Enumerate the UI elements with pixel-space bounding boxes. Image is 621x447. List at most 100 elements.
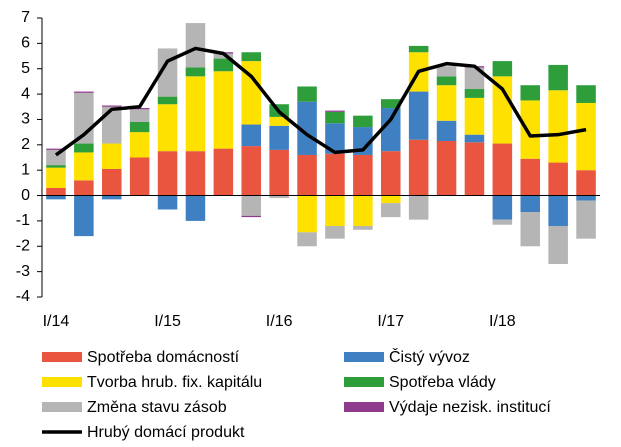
bar-segment: [576, 85, 596, 103]
bar-segment: [185, 76, 206, 152]
bar-segment: [492, 195, 513, 220]
y-tick-label: -4: [16, 288, 30, 305]
bar-segment: [101, 105, 122, 107]
bar-segment: [325, 111, 345, 124]
bar-segment: [129, 108, 150, 110]
bar-segment: [520, 158, 541, 196]
x-tick-label: I/15: [154, 313, 181, 330]
bar-segment: [157, 104, 178, 152]
bar-segment: [213, 58, 234, 72]
bar-segment: [492, 143, 513, 196]
bar-segment: [185, 151, 206, 196]
x-tick-label: I/16: [266, 313, 293, 330]
legend-swatch: [42, 352, 82, 362]
bar-segment: [46, 165, 66, 168]
x-tick-label: I/17: [377, 313, 404, 330]
bar-segment: [297, 232, 317, 247]
bar-segment: [576, 195, 596, 201]
bar-segment: [157, 195, 178, 210]
bar-segment: [185, 23, 206, 68]
bar-segment: [380, 203, 401, 218]
bar-segment: [436, 66, 457, 77]
bar-segment: [520, 100, 541, 159]
bar-segment: [213, 148, 234, 196]
x-tick-label: I/14: [43, 313, 70, 330]
bar-segment: [576, 170, 596, 196]
bar-segment: [101, 168, 122, 196]
bar-segment: [464, 142, 485, 196]
bar-segment: [408, 91, 429, 140]
bar-segment: [46, 195, 66, 200]
legend-label: Čistý vývoz: [389, 347, 470, 366]
bar-segment: [241, 124, 262, 147]
bar-segment: [157, 96, 178, 105]
bar-segment: [520, 212, 541, 247]
bar-segment: [325, 153, 345, 196]
y-tick-label: -3: [16, 263, 30, 280]
bar-segment: [325, 195, 345, 226]
bar-segment: [74, 180, 94, 196]
bar-segment: [520, 85, 541, 101]
bar-segment: [353, 154, 373, 196]
legend-swatch: [42, 402, 82, 412]
bar-segment: [74, 91, 94, 93]
bar-segment: [46, 149, 66, 166]
bar-segment: [492, 76, 513, 144]
y-tick-label: 2: [21, 136, 30, 153]
y-tick-label: 3: [21, 111, 30, 128]
y-tick-label: -1: [16, 212, 30, 229]
bar-segment: [241, 52, 262, 62]
bar-segment: [185, 67, 206, 77]
bar-segment: [297, 101, 317, 155]
legend-label: Tvorba hrub. fix. kapitálu: [87, 374, 262, 391]
bar-segment: [129, 132, 150, 158]
bar-segment: [157, 151, 178, 196]
bar-segment: [297, 195, 317, 233]
bar-segment: [380, 151, 401, 196]
bar-segment: [464, 67, 485, 90]
bar-segment: [241, 195, 262, 216]
bar-segment: [576, 102, 596, 171]
legend-label: Výdaje nezisk. institucí: [389, 399, 551, 416]
bar-segment: [325, 225, 345, 239]
legend-label: Spotřeba vlády: [389, 374, 496, 391]
bar-segment: [241, 146, 262, 196]
bar-segment: [46, 148, 66, 150]
bar-segment: [74, 143, 94, 153]
bar-segment: [269, 116, 289, 126]
y-tick-label: 0: [21, 187, 30, 204]
legend-swatch: [42, 377, 82, 387]
bar-segment: [576, 200, 596, 239]
bar-segment: [269, 149, 289, 196]
legend-label: Spotřeba domácností: [87, 349, 240, 366]
bar-segment: [46, 187, 66, 196]
bar-segment: [129, 157, 150, 196]
bar-segment: [380, 195, 401, 204]
bar-segment: [492, 61, 513, 77]
y-tick-label: 5: [21, 60, 30, 77]
bar-segment: [548, 64, 568, 91]
bar-segment: [353, 195, 373, 226]
bar-segment: [185, 195, 206, 221]
x-tick-label: I/18: [489, 313, 516, 330]
bar-segment: [74, 195, 94, 237]
bar-segment: [297, 154, 317, 196]
y-tick-label: 4: [21, 85, 30, 102]
bar-segment: [353, 115, 373, 128]
bar-segment: [129, 109, 150, 122]
bar-segment: [101, 195, 122, 200]
bar-segment: [408, 45, 429, 53]
bar-segment: [408, 139, 429, 196]
bar-segment: [101, 106, 122, 144]
legend-swatch: [344, 377, 384, 387]
bar-segment: [46, 167, 66, 188]
bar-segment: [74, 152, 94, 181]
bar-segment: [380, 108, 401, 152]
line: [54, 46, 587, 157]
bar-segment: [241, 215, 262, 218]
bar-segment: [464, 89, 485, 98]
bar-segment: [436, 76, 457, 86]
bar-segment: [548, 225, 568, 265]
legend-label: Hrubý domácí produkt: [87, 424, 245, 441]
bar-segment: [213, 53, 234, 59]
